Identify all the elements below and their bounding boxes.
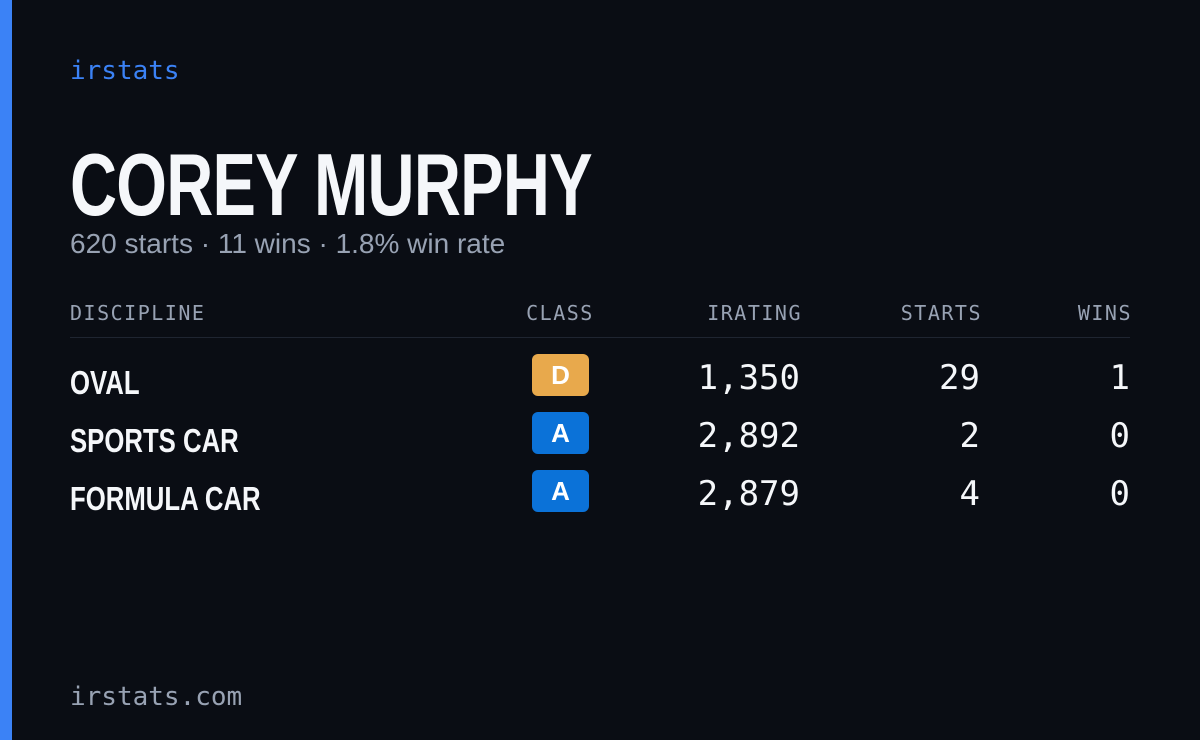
column-header: IRATING (707, 301, 802, 325)
class-badge: A (532, 470, 589, 512)
column-header: WINS (1077, 301, 1132, 325)
discipline: OVAL (70, 364, 140, 401)
brand: irstats (70, 56, 180, 86)
irating: 2,879 (697, 474, 800, 514)
header-rule (70, 337, 1130, 338)
discipline: SPORTS CAR (70, 422, 239, 459)
irating: 1,350 (697, 358, 800, 398)
wins: 1 (1109, 358, 1130, 398)
accent-bar (0, 0, 12, 740)
column-header: CLASS (526, 301, 594, 325)
footer-url: irstats.com (70, 682, 243, 712)
column-header: DISCIPLINE (70, 301, 206, 325)
wins: 0 (1109, 474, 1130, 514)
starts: 4 (959, 474, 980, 514)
irating: 2,892 (697, 416, 800, 456)
summary: 620 starts · 11 wins · 1.8% win rate (70, 228, 506, 259)
column-header: STARTS (900, 301, 982, 325)
player-name: COREY MURPHY (70, 135, 593, 234)
class-badge: A (532, 412, 589, 454)
wins: 0 (1109, 416, 1130, 456)
discipline: FORMULA CAR (70, 480, 261, 517)
starts: 2 (959, 416, 980, 456)
starts: 29 (939, 358, 980, 398)
class-badge: D (532, 354, 589, 396)
